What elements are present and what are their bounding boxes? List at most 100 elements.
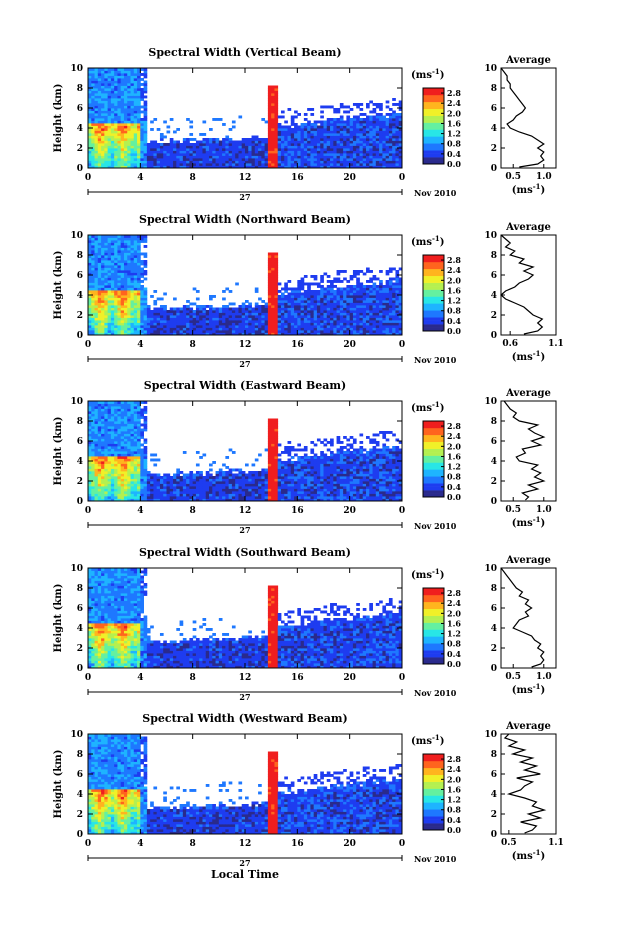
heatmap-cell (110, 143, 115, 146)
heatmap-cell (336, 312, 341, 316)
heatmap-cell (110, 491, 115, 494)
heatmap-cell (91, 135, 95, 139)
heatmap-cell (271, 267, 275, 271)
heatmap-cell (137, 456, 141, 459)
heatmap-cell (120, 476, 125, 479)
heatmap-cell (359, 158, 364, 161)
heatmap-cell (123, 123, 128, 126)
heatmap-cell (127, 486, 131, 489)
heatmap-cell (120, 320, 125, 323)
heatmap-cell (366, 300, 370, 303)
heatmap-cell (117, 68, 122, 71)
heatmap-cell (159, 327, 164, 331)
heatmap-cell (156, 330, 161, 333)
heatmap-cell (359, 143, 364, 146)
heatmap-cell (392, 120, 396, 124)
heatmap-cell (359, 300, 364, 303)
heatmap-cell (385, 138, 390, 141)
heatmap-cell (307, 312, 311, 316)
heatmap-cell (94, 307, 99, 311)
heatmap-cell (199, 320, 203, 323)
heatmap-cell (333, 322, 337, 326)
heatmap-cell (300, 327, 305, 331)
heatmap-cell (369, 140, 373, 144)
heatmap-cell (137, 302, 141, 306)
heatmap-cell (120, 267, 125, 271)
heatmap-cell (379, 145, 383, 149)
heatmap-cell (123, 287, 128, 291)
heatmap-cell (241, 305, 246, 308)
heatmap-cell (137, 317, 141, 321)
heatmap-cell (94, 250, 99, 253)
heatmap-cell (166, 143, 171, 146)
heatmap-cell (127, 401, 131, 404)
heatmap-cell (379, 270, 383, 273)
heatmap-cell (176, 330, 180, 333)
heatmap-cell (117, 312, 122, 316)
heatmap-cell (362, 327, 367, 331)
heatmap-cell (97, 403, 102, 407)
heatmap-cell (343, 130, 347, 134)
heatmap-cell (101, 315, 105, 318)
heatmap-cell (120, 240, 125, 243)
heatmap-cell (307, 317, 311, 321)
heatmap-cell (336, 297, 341, 301)
heatmap-cell (88, 327, 92, 331)
heatmap-cell (382, 287, 387, 291)
heatmap-cell (398, 160, 403, 164)
heatmap-cell (359, 312, 364, 316)
heatmap-cell (330, 145, 334, 149)
heatmap-cell (310, 305, 315, 308)
heatmap-cell (290, 160, 295, 164)
heatmap-cell (388, 305, 393, 308)
heatmap-cell (238, 115, 243, 119)
heatmap-cell (114, 496, 118, 499)
heatmap-cell (107, 110, 112, 114)
heatmap-cell (107, 300, 112, 303)
heatmap-cell (91, 133, 95, 136)
heatmap-cell (310, 153, 315, 156)
heatmap-cell (320, 158, 324, 161)
heatmap-cell (91, 260, 95, 263)
heatmap-cell (88, 315, 92, 318)
heatmap-cell (117, 481, 122, 484)
y-axis-label: Height (km) (53, 251, 64, 320)
heatmap-cell (130, 242, 135, 246)
heatmap-cell (277, 300, 282, 303)
heatmap-cell (300, 307, 305, 311)
heatmap-cell (294, 312, 298, 316)
heatmap-cell (310, 145, 315, 149)
heatmap-cell (130, 138, 135, 141)
heatmap-cell (97, 476, 102, 479)
heatmap-cell (313, 128, 318, 131)
heatmap-cell (310, 140, 315, 144)
heatmap-cell (91, 98, 95, 101)
heatmap-cell (369, 285, 373, 288)
heatmap-cell (343, 322, 347, 326)
heatmap-cell (120, 133, 125, 136)
heatmap-cell (101, 493, 105, 497)
heatmap-cell (91, 438, 95, 442)
heatmap-cell (258, 310, 262, 313)
heatmap-cell (310, 327, 315, 331)
heatmap-cell (159, 145, 164, 149)
heatmap-cell (274, 153, 279, 156)
heatmap-cell (140, 307, 144, 311)
heatmap-cell (231, 312, 236, 316)
heatmap-cell (248, 143, 252, 146)
heatmap-cell (127, 88, 131, 91)
heatmap-cell (375, 317, 380, 321)
heatmap-cell (274, 158, 279, 161)
heatmap-cell (362, 140, 367, 144)
heatmap-cell (356, 332, 360, 336)
heatmap-cell (140, 95, 144, 99)
heatmap-cell (94, 473, 99, 477)
heatmap-cell (97, 300, 102, 303)
heatmap-cell (133, 458, 138, 462)
heatmap-cell (88, 100, 92, 104)
heatmap-cell (300, 158, 305, 161)
heatmap-cell (287, 310, 292, 313)
heatmap-cell (287, 148, 292, 151)
heatmap-cell (117, 408, 122, 412)
heatmap-cell (114, 493, 118, 497)
